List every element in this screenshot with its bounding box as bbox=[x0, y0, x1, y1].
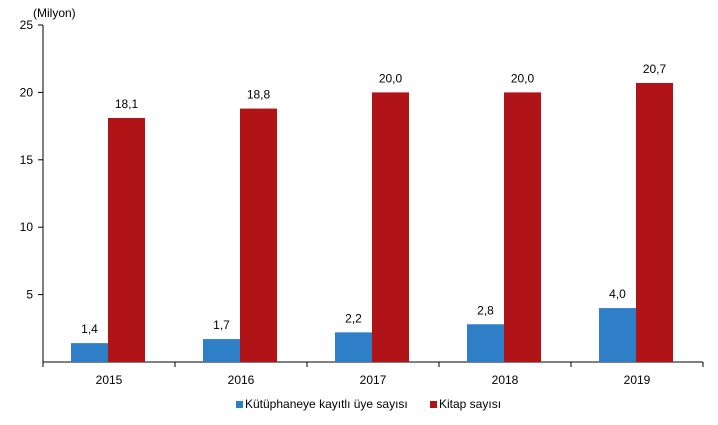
y-axis-unit-label: (Milyon) bbox=[33, 6, 76, 20]
y-tick-label: 5 bbox=[26, 288, 33, 302]
data-label: 20,0 bbox=[511, 71, 535, 85]
legend-label: Kütüphaneye kayıtlı üye sayısı bbox=[245, 397, 408, 411]
data-label: 20,0 bbox=[379, 71, 403, 85]
data-label: 18,1 bbox=[115, 97, 139, 111]
legend: Kütüphaneye kayıtlı üye sayısı Kitap sayı… bbox=[236, 397, 501, 411]
y-tick-label: 20 bbox=[20, 85, 34, 99]
x-tick-label: 2019 bbox=[624, 373, 651, 387]
legend-swatch bbox=[430, 401, 437, 408]
data-labels: 1,4 1,7 2,2 2,8 4,0 18,1 18,8 20,0 20,0 20,7 bbox=[81, 62, 666, 336]
x-axis: 2015 2016 2017 2018 2019 bbox=[42, 361, 704, 387]
legend-swatch bbox=[236, 401, 243, 408]
data-label: 1,4 bbox=[81, 322, 98, 336]
y-tick-label: 10 bbox=[20, 220, 34, 234]
bar bbox=[467, 324, 504, 362]
data-label: 20,7 bbox=[643, 62, 667, 76]
x-tick-label: 2017 bbox=[360, 373, 387, 387]
bar bbox=[108, 118, 145, 363]
y-tick-label: 15 bbox=[20, 153, 34, 167]
x-tick-label: 2015 bbox=[96, 373, 123, 387]
bar bbox=[71, 343, 108, 362]
data-label: 18,8 bbox=[247, 88, 271, 102]
bar bbox=[599, 308, 636, 362]
y-tick-label: 25 bbox=[20, 18, 34, 32]
bar bbox=[636, 82, 673, 363]
data-label: 1,7 bbox=[213, 318, 230, 332]
data-label: 2,8 bbox=[477, 303, 494, 317]
legend-label: Kitap sayısı bbox=[439, 397, 501, 411]
bar bbox=[203, 339, 240, 362]
x-tick-label: 2016 bbox=[228, 373, 255, 387]
bar bbox=[504, 92, 541, 363]
y-axis: 5 10 15 20 25 bbox=[20, 18, 44, 362]
data-label: 2,2 bbox=[345, 311, 362, 325]
bar bbox=[372, 92, 409, 363]
data-label: 4,0 bbox=[609, 287, 626, 301]
bars bbox=[71, 82, 673, 363]
bar bbox=[240, 108, 277, 363]
bar bbox=[335, 332, 372, 362]
x-tick-label: 2018 bbox=[492, 373, 519, 387]
